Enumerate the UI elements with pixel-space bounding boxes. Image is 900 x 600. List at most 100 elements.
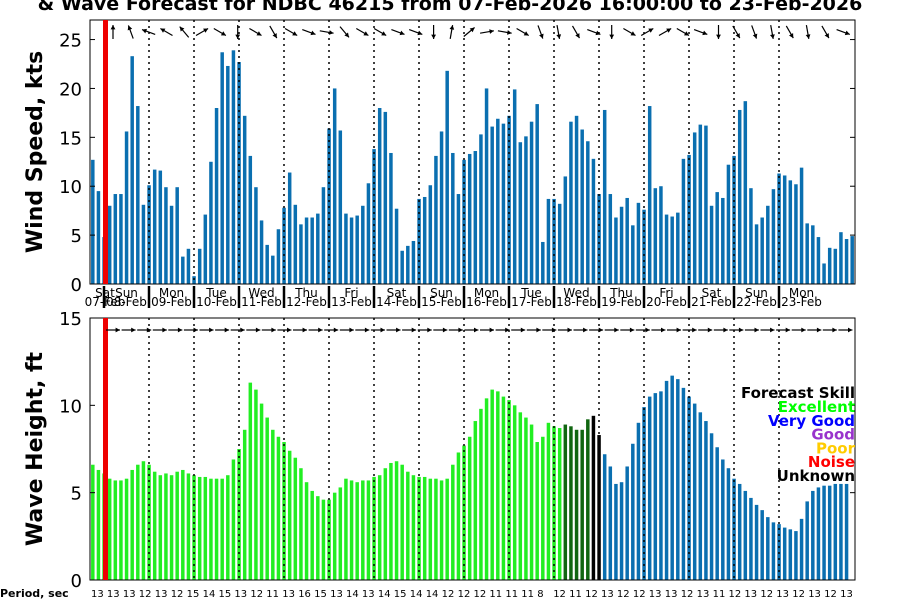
period-label: 13 [330,589,343,600]
date-label: 19-Feb [601,295,642,309]
direction-arrowhead [469,27,475,33]
direction-arrowhead [328,30,334,35]
wind-speed-bar [507,115,511,284]
wave-height-bar [152,471,157,580]
wave-height-bar [220,478,224,580]
wave-height-bar [647,396,652,580]
wave-height-bar [344,478,348,580]
wave-height-bar [709,433,714,580]
wind-speed-bar [563,176,568,284]
wave-height-bar [569,426,573,580]
wind-speed-bar [91,159,95,284]
direction-arrowhead [271,327,276,333]
wave-panel: 0 5 10 15 Wave Height, ft Forecast SkillExcel… [0,309,856,600]
direction-arrowhead [575,33,580,39]
wave-height-bar [445,478,449,580]
day-name-label: Fri [344,286,358,300]
direction-arrowhead [536,327,541,333]
wind-speed-bar [827,247,832,284]
day-name-label: Wed [248,286,274,300]
wave-height-bar [827,485,832,580]
period-label: 12 [250,589,263,600]
wave-height-bar [760,510,764,580]
legend-item: Poor [816,439,856,457]
wave-height-bar [490,389,494,580]
wind-speed-bar [844,239,849,284]
wave-height-bar [259,403,264,580]
period-label: 13 [808,589,821,600]
wave-height-bar [451,464,455,580]
direction-arrowhead [692,327,697,333]
direction-arrowhead [240,327,245,333]
wave-height-bar [130,469,134,580]
wind-speed-bar [310,217,314,284]
wind-speed-bar [304,217,309,284]
wave-height-bar [811,490,815,580]
direction-arrowhead [684,31,689,36]
day-name-label: Fri [659,286,673,300]
wave-height-bar [107,478,112,580]
period-label: 12 [729,589,742,600]
period-label: 14 [203,589,216,600]
wind-speed-bar [760,217,764,284]
wind-speed-bar [462,159,466,284]
wave-height-bar [574,429,579,580]
wave-height-bar [479,408,483,580]
wave-height-bar [473,421,478,580]
wave-height-bar [434,478,438,580]
wind-speed-bar [299,224,303,284]
wave-height-bar [737,483,742,580]
direction-arrowhead [220,31,226,36]
day-name-label: Sat [387,286,407,300]
direction-arrowhead [380,327,385,333]
wave-height-bar [332,492,337,580]
wave-height-bar [664,380,669,580]
wave-height-bar [271,429,275,580]
wave-height-bar [524,417,528,580]
direction-arrowhead [754,327,759,333]
wind-speed-bar [209,161,213,284]
wave-height-bar [175,471,179,580]
direction-arrowhead [630,31,636,36]
day-name-label: Sat [702,286,722,300]
wave-height-bar [507,400,511,580]
wind-speed-bar [214,108,219,284]
y-axis-label: Wave Height, ft [23,351,48,546]
wave-height-bar [726,468,731,580]
direction-arrowhead [648,28,654,33]
wave-height-bar [586,419,590,580]
wind-speed-bar [512,89,517,284]
wind-speed-bar [782,175,787,284]
y-tick-label: 15 [59,309,82,330]
wave-height-bar [119,480,123,580]
direction-arrowhead [539,33,544,39]
day-name-label: Sun [115,286,138,300]
direction-arrowhead [614,327,619,333]
wave-height-bar [844,483,849,580]
wind-speed-bar [681,158,686,284]
wave-height-bar [164,473,168,580]
wind-speed-bar [287,172,292,284]
date-label: 16-Feb [466,295,507,309]
wind-speed-bar [574,115,579,284]
direction-arrowhead [567,327,572,333]
wave-height-bar [659,391,663,580]
day-name-label: Thu [609,286,633,300]
y-tick-label: 10 [59,396,82,417]
wind-speed-bar [788,180,793,284]
direction-arrowhead [707,327,713,333]
wind-speed-bar [586,141,590,284]
direction-arrowhead [666,28,672,33]
wave-height-bar [338,487,343,580]
period-label: 14 [378,589,391,600]
wind-speed-bar [619,206,624,284]
direction-arrowhead [583,327,588,333]
wave-height-bar [124,478,129,580]
date-label: 14-Feb [376,295,417,309]
wind-speed-bar [799,167,804,284]
legend-item: Unknown [777,467,855,485]
wind-speed-bar [276,229,281,284]
day-name-label: Sun [745,286,768,300]
